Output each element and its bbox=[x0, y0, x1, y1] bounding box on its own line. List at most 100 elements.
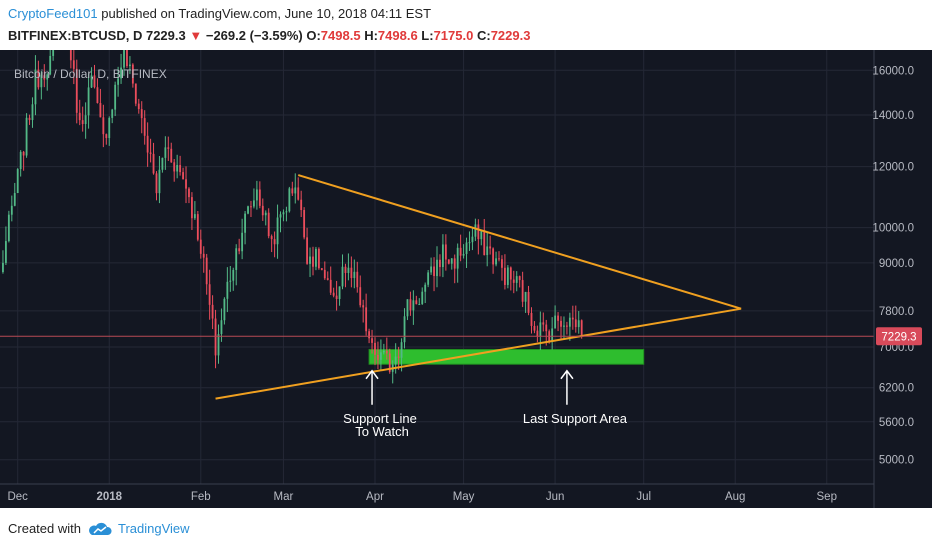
candle-body bbox=[158, 169, 161, 194]
chart-title: Bitcoin / Dollar, D, BITFINEX bbox=[14, 67, 167, 81]
candle-body bbox=[10, 205, 13, 215]
candle-body bbox=[368, 331, 371, 339]
candle-body bbox=[238, 248, 241, 252]
candle-body bbox=[474, 224, 477, 237]
candle-body bbox=[365, 307, 368, 332]
candle-body bbox=[521, 280, 524, 302]
candle-body bbox=[362, 305, 365, 308]
candle-body bbox=[229, 280, 232, 282]
price-tick-label: 5600.0 bbox=[879, 417, 914, 429]
candle-body bbox=[134, 83, 137, 104]
time-axis[interactable]: Dec 2018 Feb Mar Apr May Jun Jul Aug Sep bbox=[7, 491, 837, 503]
resistance-trendline bbox=[297, 174, 742, 310]
candle-body bbox=[400, 342, 403, 358]
time-tick-label: Jun bbox=[546, 491, 565, 503]
candle-body bbox=[512, 279, 515, 283]
candle-body bbox=[185, 179, 187, 189]
candle-body bbox=[22, 151, 25, 156]
candle-body bbox=[557, 315, 559, 321]
candle-body bbox=[303, 210, 306, 238]
candle-body bbox=[344, 266, 347, 273]
candle-body bbox=[99, 103, 102, 118]
candle-body bbox=[374, 342, 376, 355]
candle-body bbox=[492, 248, 495, 265]
author-link[interactable]: CryptoFeed101 bbox=[8, 6, 98, 21]
price-tick-label: 9000.0 bbox=[879, 258, 914, 270]
candle-body bbox=[462, 253, 465, 256]
candle-body bbox=[161, 157, 164, 170]
candle-body bbox=[285, 211, 288, 213]
candle-body bbox=[131, 64, 134, 84]
high-value: 7498.6 bbox=[377, 28, 418, 43]
last-price-badge bbox=[876, 327, 922, 346]
annotation-text: Support Line bbox=[343, 411, 417, 426]
candle-body bbox=[152, 153, 155, 174]
candle-body bbox=[102, 117, 105, 135]
candle-body bbox=[111, 109, 114, 118]
candle-body bbox=[444, 244, 447, 260]
candle-body bbox=[341, 266, 344, 287]
low-label: L: bbox=[421, 28, 434, 43]
candle-body bbox=[415, 300, 418, 305]
candle-body bbox=[427, 272, 430, 285]
candle-body bbox=[155, 173, 158, 194]
candle-body bbox=[483, 230, 486, 256]
candle-body bbox=[320, 268, 323, 270]
candle-body bbox=[87, 87, 90, 116]
created-with-text: Created with bbox=[8, 521, 81, 536]
candle-body bbox=[468, 242, 471, 244]
support-zone bbox=[368, 348, 645, 365]
price-axis[interactable]: 5000.05600.06200.07000.07800.09000.01000… bbox=[872, 65, 922, 467]
candle-body bbox=[211, 304, 214, 319]
candle-body bbox=[412, 300, 415, 311]
candle-body bbox=[264, 212, 267, 216]
candle-body bbox=[450, 258, 453, 264]
price-tick-label: 7800.0 bbox=[879, 306, 914, 318]
candle-body bbox=[223, 298, 226, 321]
tradingview-link[interactable]: TradingView bbox=[118, 521, 190, 536]
candle-body bbox=[43, 75, 46, 80]
candle-body bbox=[495, 258, 497, 265]
candle-body bbox=[471, 236, 474, 243]
candle-body bbox=[208, 284, 211, 305]
candle-body bbox=[96, 87, 99, 104]
candle-body bbox=[16, 169, 19, 194]
candle-body bbox=[503, 267, 506, 285]
candle-body bbox=[501, 259, 503, 268]
candle-body bbox=[52, 50, 55, 56]
candle-body bbox=[288, 188, 291, 212]
candle-body bbox=[539, 322, 542, 337]
candle-body bbox=[424, 284, 427, 292]
price-tick-label: 16000.0 bbox=[872, 65, 914, 77]
candle-body bbox=[542, 322, 545, 325]
candle-body bbox=[255, 189, 258, 201]
candle-body bbox=[93, 75, 96, 88]
last-price-label: 7229.3 bbox=[881, 331, 916, 343]
candle-body bbox=[377, 354, 379, 360]
candle-body bbox=[574, 319, 577, 328]
candle-body bbox=[247, 206, 249, 214]
candle-body bbox=[382, 350, 385, 353]
candle-body bbox=[241, 232, 244, 252]
candle-body bbox=[568, 317, 571, 327]
candle-body bbox=[25, 117, 28, 156]
time-tick-label: Sep bbox=[817, 491, 837, 503]
trendlines[interactable] bbox=[215, 174, 742, 400]
candle-body bbox=[294, 187, 297, 194]
candle-body bbox=[108, 117, 111, 139]
high-label: H: bbox=[364, 28, 378, 43]
candle-body bbox=[580, 320, 583, 337]
candle-body bbox=[518, 276, 521, 281]
candle-body bbox=[261, 205, 264, 216]
candle-body bbox=[179, 165, 182, 173]
candle-body bbox=[477, 224, 480, 240]
candle-body bbox=[46, 74, 49, 80]
time-tick-label: Dec bbox=[7, 491, 28, 503]
time-tick-label: Apr bbox=[366, 491, 384, 503]
candle-body bbox=[335, 295, 338, 300]
candle-body bbox=[338, 286, 341, 300]
candle-body bbox=[84, 115, 87, 125]
price-tick-label: 6200.0 bbox=[879, 383, 914, 395]
candle-body bbox=[388, 353, 391, 372]
